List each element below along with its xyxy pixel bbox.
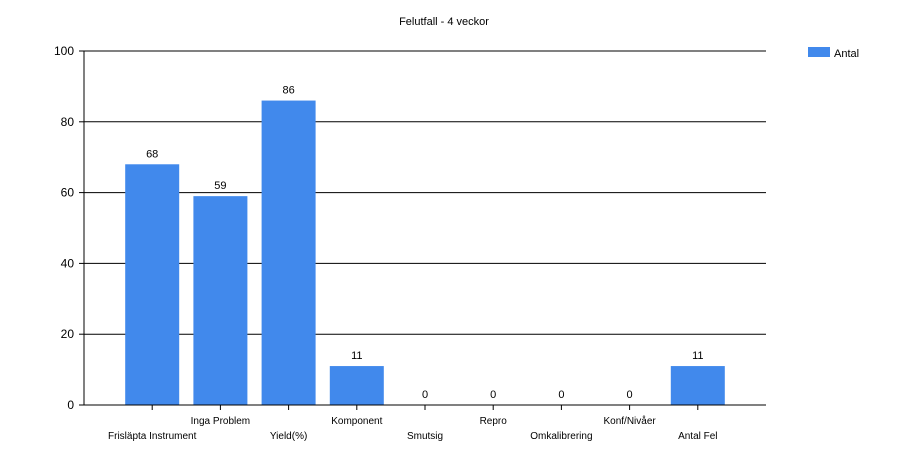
legend-swatch-antal [808, 47, 830, 57]
data-labels: 68 59 86 11 0 0 0 0 11 [146, 85, 703, 401]
x-tick-label-smutsig: Smutsig [407, 431, 443, 442]
legend: Antal [808, 47, 859, 60]
data-label-inga-problem: 59 [214, 180, 226, 192]
legend-label-antal: Antal [834, 48, 859, 60]
x-tick-label-komponent: Komponent [331, 416, 382, 427]
y-tick-label-100: 100 [54, 44, 74, 58]
y-tick-label-80: 80 [61, 115, 75, 129]
gridlines [84, 50, 766, 335]
x-tick-label-frisl-pta-instrument: Frisläpta Instrument [108, 431, 197, 442]
data-label-konf-niv-er: 0 [627, 389, 633, 401]
axes: 0 20 40 60 80 100 Frisläpta Instrument Inga Pro… [54, 44, 766, 442]
data-label-antal-fel: 11 [692, 350, 703, 362]
y-tick-label-0: 0 [67, 398, 74, 412]
data-label-yield: 86 [282, 85, 294, 97]
y-tick-label-60: 60 [61, 186, 75, 200]
x-tick-label-repro: Repro [480, 416, 508, 427]
data-label-omkalibrering: 0 [558, 389, 564, 401]
x-tick-label-omkalibrering: Omkalibrering [530, 431, 592, 442]
bar-frisl-pta-instrument [125, 164, 180, 405]
bars [125, 100, 725, 405]
bar-inga-problem [193, 196, 248, 405]
bar-komponent [329, 366, 384, 405]
x-tick-label-antal-fel: Antal Fel [678, 431, 717, 442]
x-tick-label-inga-problem: Inga Problem [191, 416, 250, 427]
x-tick-label-konf-niv-er: Konf/Nivåer [603, 415, 656, 427]
bar-yield [261, 100, 316, 405]
chart-title: Felutfall - 4 veckor [399, 16, 489, 28]
y-tick-label-20: 20 [61, 327, 75, 341]
data-label-repro: 0 [490, 389, 496, 401]
x-tick-label-yield: Yield(%) [270, 431, 307, 442]
data-label-frisl-pta-instrument: 68 [146, 148, 158, 160]
data-label-komponent: 11 [351, 350, 362, 362]
data-label-smutsig: 0 [422, 389, 428, 401]
y-tick-label-40: 40 [61, 256, 75, 270]
bar-antal-fel [670, 366, 725, 405]
